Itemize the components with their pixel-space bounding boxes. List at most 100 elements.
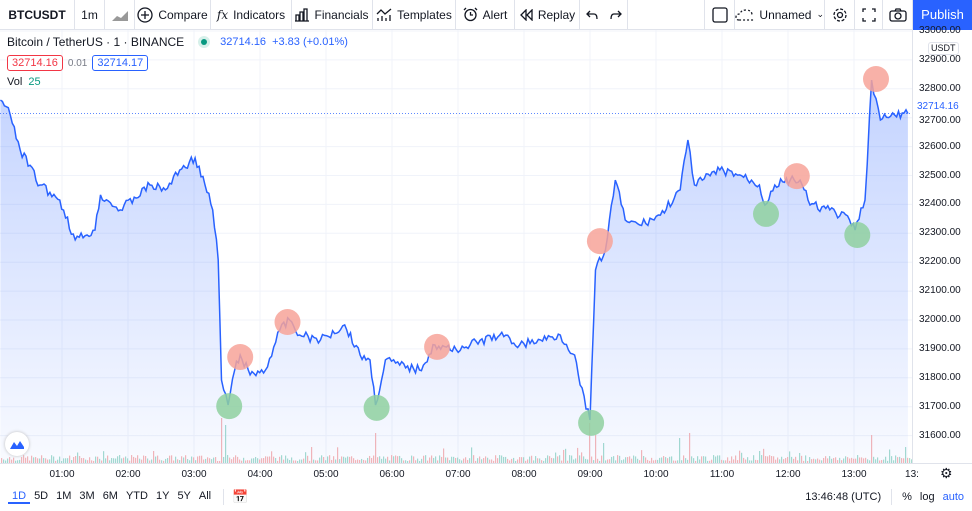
market-open-status-icon — [198, 36, 211, 48]
price-tick-label: 31700.00 — [919, 400, 961, 412]
replay-icon — [519, 8, 533, 21]
axis-settings-icon[interactable]: ⚙ — [940, 465, 953, 481]
price-tick-label: 32100.00 — [919, 285, 961, 297]
time-tick-label: 08:00 — [511, 469, 537, 480]
range-5d[interactable]: 5D — [34, 490, 49, 502]
log-toggle[interactable]: log — [919, 491, 935, 503]
price-tick-label: 31800.00 — [919, 371, 961, 383]
undo-icon[interactable] — [585, 10, 598, 20]
chart-pane[interactable] — [0, 30, 912, 463]
bar-chart-icon — [295, 7, 310, 22]
price-tick-label: 32400.00 — [919, 198, 961, 210]
chevron-down-icon: ⌄ — [816, 9, 824, 19]
buy-marker — [216, 393, 243, 420]
price-tick-label: 32900.00 — [919, 53, 961, 65]
layout-name-button[interactable]: Unnamed ⌄ — [735, 0, 825, 30]
buy-marker — [578, 409, 605, 436]
replay-label: Replay — [537, 7, 576, 22]
range-3m[interactable]: 3M — [79, 490, 95, 502]
buy-marker — [363, 394, 390, 421]
go-to-date-icon[interactable]: 📅 — [232, 489, 249, 504]
last-price: 32714.16 — [220, 36, 267, 48]
time-axis[interactable]: 01:00 02:00 03:00 04:00 05:00 06:00 07:00 08:00… — [0, 463, 972, 483]
alert-label: Alert — [482, 7, 508, 22]
price-tick-label: 32500.00 — [919, 169, 961, 181]
buy-price-button[interactable]: 32714.17 — [92, 55, 149, 71]
range-1m[interactable]: 1M — [56, 490, 72, 502]
templates-label: Templates — [397, 7, 452, 22]
range-all[interactable]: All — [198, 490, 212, 502]
financials-button[interactable]: Financials — [292, 0, 373, 30]
clock[interactable]: 13:46:48 (UTC) — [805, 491, 882, 503]
price-tick-label: 32800.00 — [919, 82, 961, 94]
price-line — [0, 79, 909, 421]
top-toolbar: BTCUSDT 1m Compare fx Indicators Financia… — [0, 0, 972, 30]
percent-toggle[interactable]: % — [902, 491, 912, 503]
settings-button[interactable] — [825, 0, 855, 30]
time-tick-label: 13:00 — [841, 469, 867, 480]
fx-icon: fx — [216, 7, 229, 22]
redo-icon[interactable] — [609, 10, 622, 20]
time-tick-label: 10:00 — [643, 469, 669, 480]
publish-button[interactable]: Publish — [913, 0, 972, 30]
chart-type-toggle-button[interactable] — [5, 432, 29, 456]
plus-circle-icon — [137, 6, 153, 23]
fullscreen-icon — [861, 7, 876, 22]
time-tick-label: 01:00 — [49, 469, 75, 480]
range-6m[interactable]: 6M — [102, 490, 118, 502]
time-tick-label: 11:00 — [709, 469, 735, 480]
replay-button[interactable]: Replay — [515, 0, 580, 30]
templates-icon — [376, 8, 392, 21]
time-tick-label: 12:00 — [775, 469, 801, 480]
chart-type-button[interactable] — [105, 0, 135, 30]
sell-marker — [863, 65, 889, 92]
financials-label: Financials — [314, 7, 369, 22]
time-tick-label: 03:00 — [181, 469, 207, 480]
alert-button[interactable]: Alert — [456, 0, 515, 30]
price-tick-label: 32200.00 — [919, 256, 961, 268]
auto-toggle[interactable]: auto — [942, 491, 964, 503]
time-tick-label: 05:00 — [313, 469, 339, 480]
time-tick-label: 02:00 — [115, 469, 141, 480]
price-tick-label: 32600.00 — [919, 140, 961, 152]
price-axis[interactable]: 33000.00 32900.00 32800.00 32700.00 32600.00… — [912, 25, 972, 463]
compare-label: Compare — [158, 7, 208, 22]
range-ytd[interactable]: YTD — [125, 490, 148, 502]
square-icon — [711, 6, 728, 23]
templates-button[interactable]: Templates — [373, 0, 456, 30]
time-tick-label: 13: — [905, 469, 919, 480]
camera-icon — [888, 7, 907, 22]
time-tick-label: 04:00 — [247, 469, 273, 480]
layout-name: Unnamed — [759, 7, 812, 22]
sell-marker — [274, 309, 301, 336]
range-5y[interactable]: 5Y — [177, 490, 191, 502]
volume-bar — [911, 459, 912, 463]
symbol-title: Bitcoin / TetherUS · 1 · BINANCE — [7, 35, 185, 49]
price-area-fill — [0, 80, 908, 463]
range-1d[interactable]: 1D — [8, 490, 31, 504]
time-tick-label: 06:00 — [379, 469, 405, 480]
interval-button[interactable]: 1m — [75, 0, 105, 30]
sell-price-button[interactable]: 32714.16 — [7, 55, 63, 71]
indicators-label: Indicators — [233, 7, 286, 22]
gear-icon — [832, 7, 847, 22]
select-layout-button[interactable] — [705, 0, 735, 30]
price-tick-label: 32300.00 — [919, 227, 961, 239]
time-tick-label: 07:00 — [445, 469, 471, 480]
chart-legend: Bitcoin / TetherUS · 1 · BINANCE 32714.1… — [7, 35, 348, 88]
price-tick-label: 32700.00 — [919, 114, 961, 126]
price-tick-label: 32000.00 — [919, 314, 961, 325]
range-1y[interactable]: 1Y — [155, 490, 170, 502]
cloud-icon — [735, 8, 755, 21]
compare-button[interactable]: Compare — [135, 0, 211, 30]
symbol-search-button[interactable]: BTCUSDT — [0, 0, 75, 30]
currency-label[interactable]: USDT — [928, 42, 959, 55]
undo-redo-group — [580, 0, 628, 30]
price-chart[interactable] — [0, 30, 912, 463]
volume-value: 25 — [28, 76, 41, 88]
area-chart-icon — [111, 10, 128, 21]
fullscreen-button[interactable] — [855, 0, 883, 30]
buy-marker — [844, 222, 871, 249]
indicators-button[interactable]: fx Indicators — [211, 0, 292, 30]
snapshot-button[interactable] — [883, 0, 913, 30]
